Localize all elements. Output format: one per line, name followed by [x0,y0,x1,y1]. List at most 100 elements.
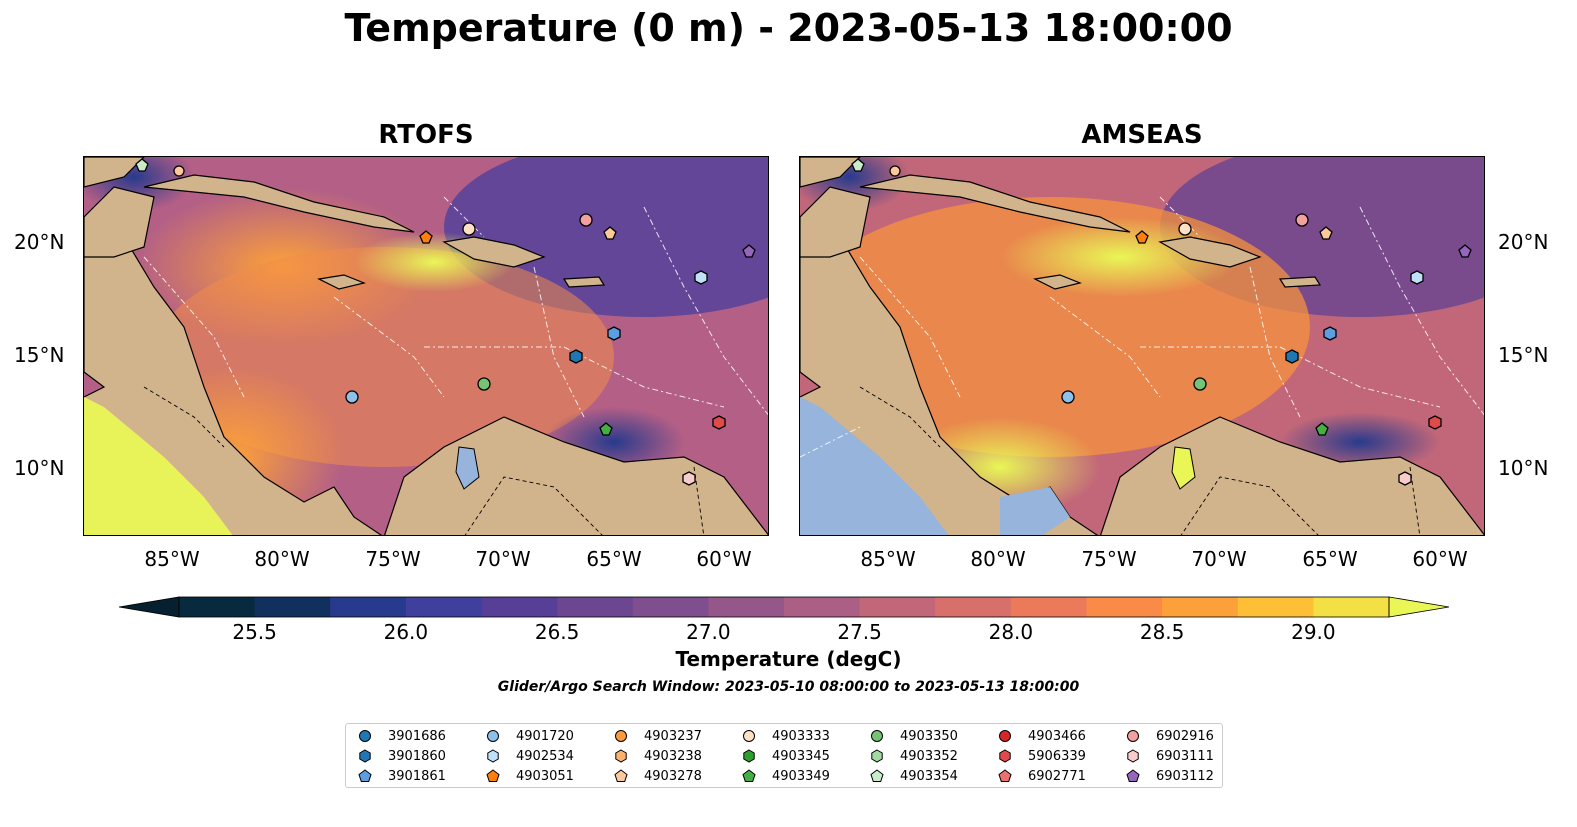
colorbar-tick-label: 27.0 [686,620,731,644]
land-hispaniola [442,236,546,268]
legend-entry-label: 4903238 [644,748,702,764]
land-cuba [143,174,415,233]
legend-entry: 4903466 [998,726,1086,746]
land-florida-edge [84,157,145,188]
lake-maracaibo [455,446,480,490]
pacific-ocean-masked [800,397,949,535]
colorbar-segment [1313,597,1390,617]
legend-entry: 4901720 [486,726,574,746]
colorbar-extend-high [1388,596,1450,618]
lon-tick-label: 80°W [254,547,310,571]
circle-marker-icon [359,730,371,742]
hexagon-marker-icon [1127,749,1139,763]
float-marker [1315,422,1329,436]
lon-tick-label: 60°W [696,547,752,571]
circle-marker-icon [999,730,1011,742]
colorbar [118,596,1450,618]
float-marker [599,422,613,436]
float-marker [742,244,756,258]
lat-tick-label: 20°N [1498,230,1549,254]
legend-entry-label: 4903466 [1028,728,1086,744]
land-jamaica [1033,274,1082,290]
colorbar-segment [1162,597,1239,617]
legend-entry: 4903278 [614,766,702,786]
float-marker [462,222,476,236]
colorbar-extend-low [118,596,180,618]
float-marker [603,226,617,240]
float-marker [1193,377,1207,391]
colorbar-tick-label: 29.0 [1291,620,1336,644]
legend-entry-label: 4903237 [644,728,702,744]
legend-entry-label: 3901861 [388,768,446,784]
pacific-ocean-warm [84,397,233,535]
land-florida-edge [800,157,861,188]
lat-tick-label: 10°N [14,456,65,480]
float-marker [1319,226,1333,240]
legend-entry: 6903111 [1126,746,1214,766]
legend-entry: 4903237 [614,726,702,746]
lon-tick-label: 75°W [365,547,421,571]
legend-entry-label: 4903278 [644,768,702,784]
legend-entry-label: 3901860 [388,748,446,764]
float-marker [345,390,359,404]
float-marker [1428,415,1442,430]
float-marker [419,230,433,244]
lon-tick-label: 75°W [1081,547,1137,571]
colorbar-segment [784,597,861,617]
colorbar-segment [632,597,709,617]
legend-entry: 4903333 [742,726,830,746]
pentagon-marker-icon [998,769,1012,782]
lon-tick-label: 70°W [1191,547,1247,571]
map-rtofs[interactable] [83,156,769,536]
float-marker [1323,326,1337,341]
land-south-america [1100,416,1484,535]
legend-entry-label: 4903333 [772,728,830,744]
colorbar-segment [557,597,634,617]
legend-entry-label: 4903345 [772,748,830,764]
colorbar-segment [254,597,331,617]
legend-entry: 4903349 [742,766,830,786]
panel-title-rtofs: RTOFS [378,120,474,150]
pentagon-marker-icon [486,769,500,782]
hexagon-marker-icon [743,749,755,763]
land-puerto-rico [562,276,606,288]
land-hispaniola [1158,236,1262,268]
lon-tick-label: 65°W [1302,547,1358,571]
float-marker [1458,244,1472,258]
legend-entry-label: 4901720 [516,728,574,744]
search-window-note: Glider/Argo Search Window: 2023-05-10 08… [497,679,1080,695]
legend-entry: 6902771 [998,766,1086,786]
colorbar-segment [1237,597,1314,617]
colorbar-tick-label: 26.5 [534,620,580,644]
lat-tick-label: 15°N [14,343,65,367]
land-jamaica [317,274,366,290]
float-marker [712,415,726,430]
legend-entry-label: 3901686 [388,728,446,744]
float-marker [851,158,865,172]
legend-entry: 3901861 [358,766,446,786]
legend-entry-label: 4902534 [516,748,574,764]
colorbar-segment [481,597,558,617]
lon-tick-label: 65°W [586,547,642,571]
lat-tick-label: 10°N [1498,456,1549,480]
legend-entry: 4903350 [870,726,958,746]
land-yucatan-extension [800,186,871,258]
colorbar-tick-label: 28.5 [1139,620,1185,644]
legend-entry: 6902916 [1126,726,1214,746]
float-marker [607,326,621,341]
legend-entry-label: 6902916 [1156,728,1214,744]
colorbar-segment [330,597,407,617]
colorbar-segment [405,597,482,617]
legend-entry: 4903238 [614,746,702,766]
lon-tick-label: 60°W [1412,547,1468,571]
lon-tick-label: 70°W [475,547,531,571]
float-marker [1178,222,1192,236]
hexagon-marker-icon [871,749,883,763]
colorbar-segment [859,597,936,617]
pentagon-marker-icon [870,769,884,782]
float-marker [1410,270,1424,285]
map-amseas[interactable] [799,156,1485,536]
float-marker [889,165,901,177]
colorbar-tick-label: 25.5 [232,620,277,644]
figure-title: Temperature (0 m) - 2023-05-13 18:00:00 [344,6,1233,50]
